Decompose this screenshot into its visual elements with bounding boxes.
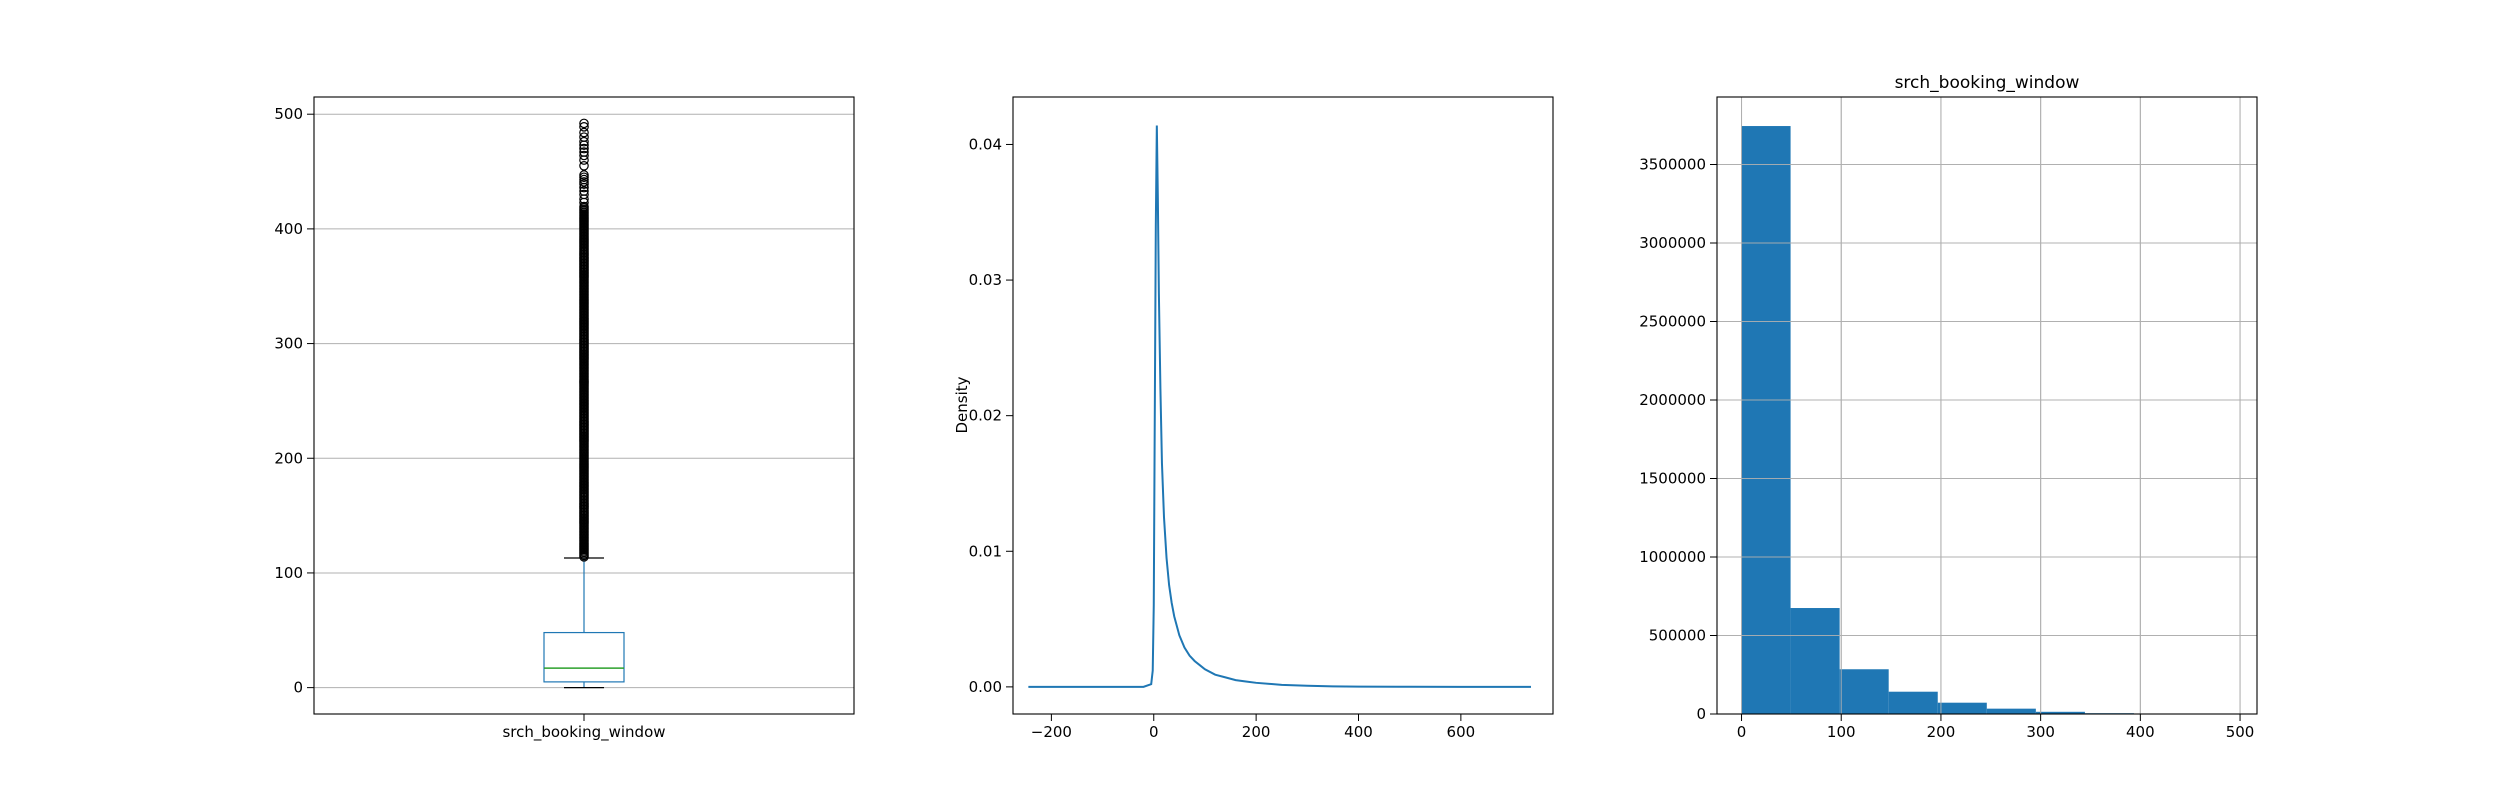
y-tick-label: 0 xyxy=(1696,705,1706,723)
density-panel: 0.00 0.01 0.02 0.03 0.04 −200 0 200 400 600 Dens… xyxy=(953,96,1554,741)
outlier xyxy=(579,143,589,154)
y-tick-label: 2500000 xyxy=(1639,313,1706,331)
x-tick-label: srch_booking_window xyxy=(502,723,665,742)
x-tick-label: 200 xyxy=(1927,723,1956,741)
y-tick-label: 3000000 xyxy=(1639,234,1706,252)
y-axis-label: Density xyxy=(953,376,971,433)
histogram-bar xyxy=(1839,669,1889,714)
x-axis: −200 0 200 400 600 xyxy=(1031,714,1475,741)
outlier xyxy=(579,122,589,132)
x-tick-label: 0 xyxy=(1737,723,1747,741)
y-tick-label: 0.00 xyxy=(969,678,1002,696)
x-tick-label: 200 xyxy=(1242,723,1271,741)
x-tick-label: 400 xyxy=(2126,723,2155,741)
plot-frame xyxy=(1716,96,2258,715)
histogram-bar xyxy=(1741,126,1791,714)
boxplot-marks xyxy=(543,118,625,689)
y-axis: 0 500000 1000000 1500000 2000000 2500000 30000… xyxy=(1639,156,1717,723)
x-tick-label: 400 xyxy=(1344,723,1373,741)
density-line xyxy=(1028,125,1531,688)
y-tick-label: 3500000 xyxy=(1639,156,1706,174)
y-tick-label: 500 xyxy=(274,105,303,123)
density-marks xyxy=(1028,125,1531,688)
histogram-bars xyxy=(1741,126,2233,714)
y-tick-label: 0.04 xyxy=(969,135,1002,153)
outlier xyxy=(579,161,589,171)
x-tick-label: −200 xyxy=(1031,723,1072,741)
outlier xyxy=(579,127,589,138)
histogram-bar xyxy=(1888,691,1938,714)
outlier xyxy=(579,189,589,200)
y-axis: 0 100 200 300 400 500 xyxy=(274,105,314,697)
histogram-bar xyxy=(1937,702,1987,714)
x-tick-label: 300 xyxy=(2026,723,2055,741)
x-tick-label: 0 xyxy=(1149,723,1159,741)
histogram-bar xyxy=(1790,608,1840,714)
boxplot-panel: 0 100 200 300 400 500 srch_booking_window xyxy=(274,96,855,742)
y-tick-label: 1500000 xyxy=(1639,470,1706,488)
y-tick-label: 500000 xyxy=(1649,627,1706,645)
box xyxy=(543,631,625,683)
outlier xyxy=(579,136,589,147)
y-tick-label: 0.01 xyxy=(969,542,1002,560)
y-tick-label: 200 xyxy=(274,449,303,467)
chart-title: srch_booking_window xyxy=(1895,73,2080,93)
outlier-points xyxy=(579,118,589,562)
outlier xyxy=(579,201,589,212)
y-tick-label: 0 xyxy=(293,679,303,697)
x-axis: 0 100 200 300 400 500 xyxy=(1737,714,2255,741)
plot-frame xyxy=(1012,96,1554,715)
y-tick-label: 0.02 xyxy=(969,407,1002,425)
x-axis: srch_booking_window xyxy=(502,714,666,742)
y-tick-label: 2000000 xyxy=(1639,391,1706,409)
y-tick-label: 100 xyxy=(274,564,303,582)
outlier xyxy=(579,150,589,161)
histogram-panel: 0500000100000015000002000000250000030000… xyxy=(1639,73,2258,741)
x-tick-label: 100 xyxy=(1827,723,1856,741)
histogram-bar xyxy=(1986,708,2036,714)
outlier xyxy=(579,186,589,196)
y-tick-label: 300 xyxy=(274,335,303,353)
x-tick-label: 600 xyxy=(1447,723,1476,741)
y-tick-label: 0.03 xyxy=(969,271,1002,289)
x-tick-label: 500 xyxy=(2226,723,2255,741)
y-axis: 0.00 0.01 0.02 0.03 0.04 xyxy=(969,135,1013,696)
y-tick-label: 1000000 xyxy=(1639,548,1706,566)
outlier xyxy=(579,132,589,142)
outlier xyxy=(579,170,589,180)
histogram-bar xyxy=(2035,711,2085,714)
outlier xyxy=(579,147,589,157)
grid-over xyxy=(1717,97,2257,714)
outlier xyxy=(579,118,589,129)
y-tick-label: 400 xyxy=(274,220,303,238)
